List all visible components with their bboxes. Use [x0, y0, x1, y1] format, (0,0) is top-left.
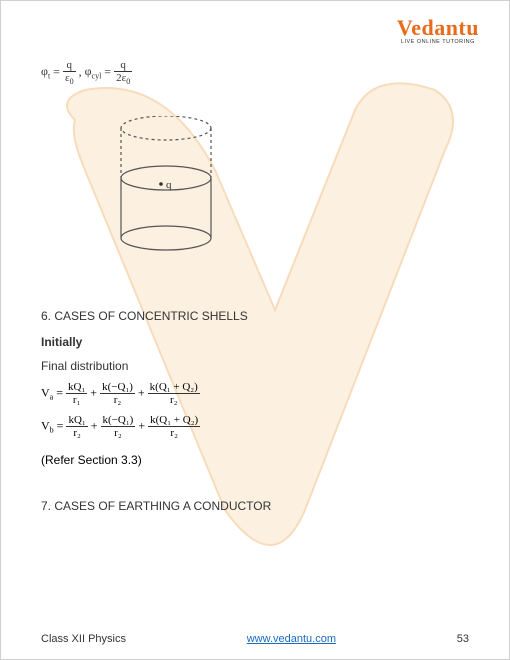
phi-t: φt	[41, 64, 50, 78]
page: Vedantu LIVE ONLINE TUTORING φt = q ε0 ,…	[0, 0, 510, 660]
vb-formula: Vb = kQ₁r₂ + k(−Q₁)r₂ + k(Q₁ + Q₂)r₂	[41, 414, 469, 439]
cylinder-diagram: q	[111, 116, 221, 256]
va-formula: Va = kQ₁r₁ + k(−Q₁)r₂ + k(Q₁ + Q₂)r₂	[41, 381, 469, 406]
brand-tagline: LIVE ONLINE TUTORING	[397, 39, 479, 45]
refer-note: (Refer Section 3.3)	[41, 453, 469, 467]
flux-equation: φt = q ε0 , φcyl = q 2ε0	[41, 59, 469, 86]
initially-label: Initially	[41, 335, 469, 349]
content-area: φt = q ε0 , φcyl = q 2ε0 q	[41, 59, 469, 513]
section-7-heading: 7. CASES OF EARTHING A CONDUCTOR	[41, 499, 469, 513]
separator: ,	[79, 64, 82, 78]
brand-logo: Vedantu LIVE ONLINE TUTORING	[397, 15, 479, 45]
footer-link[interactable]: www.vedantu.com	[247, 633, 336, 645]
page-footer: Class XII Physics www.vedantu.com 53	[41, 633, 469, 645]
frac-q-2eps: q 2ε0	[114, 59, 132, 86]
brand-name: Vedantu	[397, 15, 479, 41]
footer-class: Class XII Physics	[41, 633, 126, 645]
frac-q-eps: q ε0	[63, 59, 76, 86]
phi-cyl: φcyl	[85, 64, 102, 78]
page-number: 53	[457, 633, 469, 645]
final-distribution-label: Final distribution	[41, 359, 469, 373]
section-6-heading: 6. CASES OF CONCENTRIC SHELLS	[41, 309, 469, 323]
charge-label: q	[166, 179, 172, 191]
